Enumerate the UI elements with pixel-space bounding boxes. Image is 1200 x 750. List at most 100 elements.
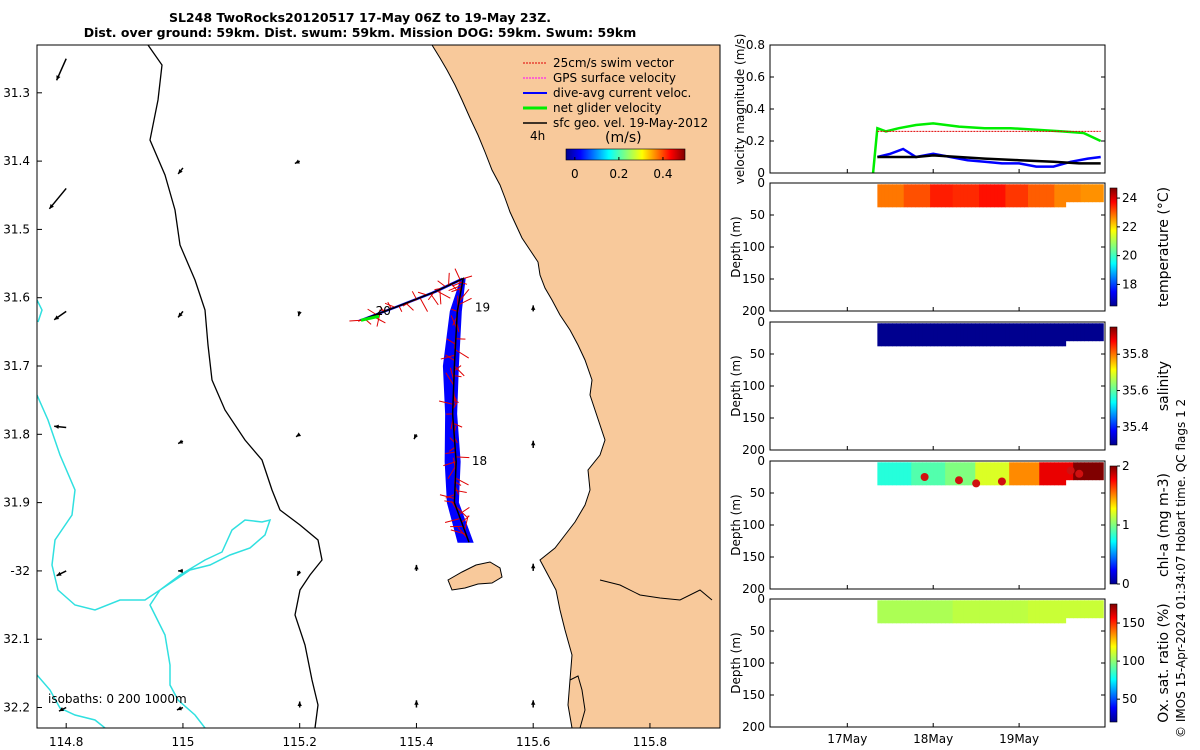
ytick-label: 0	[757, 592, 765, 606]
swim-vector	[444, 517, 461, 523]
day-label: 18	[472, 454, 487, 468]
swim-vector	[440, 354, 456, 360]
profile-cell	[1076, 600, 1082, 619]
profile-cell	[1050, 600, 1055, 624]
day-label: 20	[376, 304, 391, 318]
profile-cell	[1073, 600, 1078, 619]
profile-cell	[933, 323, 939, 347]
panel-3: 0 50 100 150 200 Depth (m) 35.4 35.6 35.8 salinit…	[729, 315, 1172, 457]
profile-cell	[884, 184, 890, 208]
profile-cell	[1099, 184, 1104, 203]
profile-cell	[948, 323, 954, 347]
map-xtick-label: 115.4	[399, 735, 433, 749]
ytick-label: 100	[742, 656, 765, 670]
profile-cell	[1084, 600, 1089, 619]
profile-cell	[1061, 462, 1067, 486]
geo-vector-head	[54, 424, 59, 429]
legend-4h: 4h	[530, 129, 545, 143]
profile-cell	[926, 323, 931, 347]
ytick-label: 0	[757, 176, 765, 190]
time-tick-label: 18May	[913, 732, 953, 746]
geo-vector-head	[178, 312, 183, 318]
ytick-label: 0.8	[746, 38, 765, 52]
panel-2: 0 50 100 150 200 Depth (m) 18 20 22 24 temperature…	[729, 176, 1172, 318]
profile-cell	[881, 462, 886, 486]
profile-cell	[903, 184, 908, 208]
profile-cell	[1016, 323, 1021, 347]
profile-cell	[1005, 184, 1010, 208]
profile-cell	[1016, 600, 1021, 624]
profile-cell	[930, 184, 935, 208]
profile-cell	[986, 323, 991, 347]
ytick-label: 0	[757, 166, 765, 180]
profile-cell	[1080, 600, 1085, 619]
profile-cell	[892, 323, 897, 347]
profile-cell	[1054, 600, 1059, 624]
profile-cell	[899, 184, 905, 208]
profile-cell	[896, 600, 901, 624]
swim-vector	[451, 283, 458, 291]
profile-cell	[1046, 323, 1052, 347]
profile-cell	[1016, 462, 1021, 486]
geo-vector-head	[296, 432, 302, 437]
profile-cell	[892, 600, 897, 624]
swim-vector	[452, 399, 459, 403]
map-axes: 114.8 115 115.2 115.4 115.6 115.8 31.3 31.4 31.5…	[3, 86, 667, 749]
swim-vector	[376, 312, 381, 327]
colorbar	[1109, 187, 1118, 307]
profile-cell	[1027, 600, 1033, 624]
profile-cell	[948, 600, 954, 624]
profile-cell	[884, 462, 890, 486]
profile-cell	[1016, 184, 1021, 208]
profile-cell	[1069, 600, 1074, 619]
profile-cell	[963, 462, 969, 486]
profile-cell	[877, 184, 882, 208]
geo-vector-head	[531, 305, 536, 310]
profile-cell	[1027, 323, 1033, 347]
swim-vector	[455, 477, 469, 486]
profile-cell	[945, 600, 950, 624]
ytick-label: 0	[757, 315, 765, 329]
profile-cell	[1020, 600, 1025, 624]
swim-vector	[449, 437, 456, 443]
swim-vector	[448, 272, 450, 286]
profile-cell	[915, 323, 920, 347]
profile-cell	[967, 184, 973, 208]
ytick-label: 150	[742, 272, 765, 286]
swim-vector	[439, 289, 442, 305]
map-ytick-label: 31.4	[3, 154, 30, 168]
profile-cell	[1076, 323, 1082, 342]
profile-cell	[907, 323, 912, 347]
profile-cell	[918, 600, 924, 624]
colorbar-tick-label: 50	[1122, 692, 1137, 706]
swim-vector	[463, 275, 473, 280]
profile-cell	[918, 462, 924, 486]
swim-vector	[419, 297, 428, 312]
profile-cell	[971, 462, 976, 486]
ytick-label: 150	[742, 688, 765, 702]
time-tick-label: 17May	[827, 732, 867, 746]
profile-cell	[1091, 184, 1097, 203]
geo-vector-head	[178, 439, 184, 444]
profile-cell	[933, 462, 939, 486]
map-subtitle: Dist. over ground: 59km. Dist. swum: 59k…	[83, 25, 637, 40]
profile-cell	[881, 184, 886, 208]
profile-cell	[1009, 323, 1014, 347]
colorbar-units: (m/s)	[605, 130, 642, 146]
profile-cell	[1031, 462, 1037, 486]
swim-vector	[417, 291, 428, 296]
glider-track: 20 19 18	[349, 268, 490, 543]
colorbar-tick-label: 18	[1122, 277, 1137, 291]
profile-cell	[1065, 600, 1070, 619]
profile-cell	[911, 184, 916, 208]
profile-cell	[1031, 323, 1037, 347]
profile-cell	[994, 184, 999, 208]
profile-cell	[892, 184, 897, 208]
profile-cell	[1076, 184, 1082, 203]
ytick-label: 100	[742, 518, 765, 532]
profile-cell	[884, 323, 890, 347]
profile-cell	[888, 462, 893, 486]
profile-cell	[1035, 600, 1040, 624]
profile-cell	[933, 600, 939, 624]
